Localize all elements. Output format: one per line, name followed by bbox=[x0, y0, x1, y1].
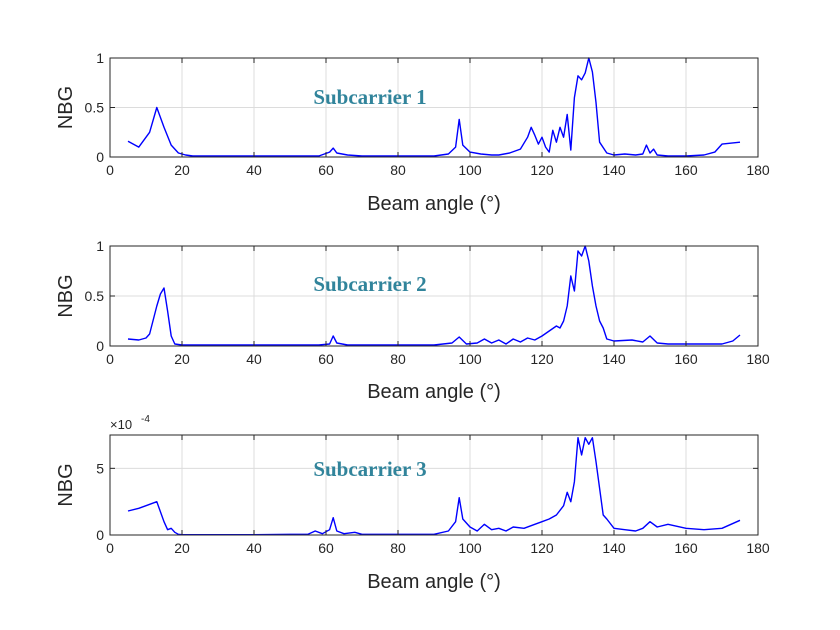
y-tick-label: 0 bbox=[96, 149, 104, 165]
x-tick-label: 140 bbox=[602, 351, 626, 367]
x-tick-label: 80 bbox=[390, 351, 406, 367]
subplot-1: 0 20 40 60 80 100 120 140 160 180 0 0.5 1 Beam angle … bbox=[55, 50, 770, 215]
x-tick-label: 140 bbox=[602, 540, 626, 556]
series-line bbox=[127, 437, 741, 536]
x-tick-label: 100 bbox=[458, 351, 482, 367]
x-tick-label: 20 bbox=[174, 162, 190, 178]
x-tick-label: 0 bbox=[106, 162, 114, 178]
x-tick-label: 40 bbox=[246, 351, 262, 367]
x-tick-label: 160 bbox=[674, 162, 698, 178]
subcarrier-annotation: Subcarrier 3 bbox=[313, 457, 426, 481]
x-axis-label: Beam angle (°) bbox=[367, 381, 501, 403]
y-axis-label: NBG bbox=[55, 86, 77, 129]
y-tick-label: 1 bbox=[96, 238, 104, 254]
y-tick-label: 5 bbox=[96, 460, 104, 476]
x-tick-label: 160 bbox=[674, 540, 698, 556]
x-tick-label: 20 bbox=[174, 540, 190, 556]
x-tick-label: 180 bbox=[746, 162, 770, 178]
x-axis-label: Beam angle (°) bbox=[367, 571, 501, 593]
x-tick-label: 60 bbox=[318, 162, 334, 178]
y-axis-label: NBG bbox=[55, 274, 77, 317]
x-tick-label: 80 bbox=[390, 540, 406, 556]
series-line bbox=[127, 245, 741, 346]
plot-area-frame bbox=[109, 434, 759, 536]
x-tick-label: 60 bbox=[318, 351, 334, 367]
x-tick-label: 0 bbox=[106, 540, 114, 556]
x-tick-label: 180 bbox=[746, 351, 770, 367]
x-tick-label: 0 bbox=[106, 351, 114, 367]
y-tick-label: 0 bbox=[96, 338, 104, 354]
y-tick-label: 0.5 bbox=[85, 100, 105, 116]
subplot-3: 0 20 40 60 80 100 120 140 160 180 0 5 ×10 -4 Beam angl… bbox=[55, 414, 770, 593]
x-axis-label: Beam angle (°) bbox=[367, 193, 501, 215]
x-tick-label: 80 bbox=[390, 162, 406, 178]
subplot-2: 0 20 40 60 80 100 120 140 160 180 0 0.5 1 Beam angle … bbox=[55, 238, 770, 403]
y-tick-label: 0 bbox=[96, 527, 104, 543]
y-tick-label: 1 bbox=[96, 50, 104, 66]
x-tick-label: 120 bbox=[530, 162, 554, 178]
x-tick-label: 180 bbox=[746, 540, 770, 556]
x-tick-label: 60 bbox=[318, 540, 334, 556]
y-axis-multiplier-exponent: -4 bbox=[141, 414, 150, 425]
x-tick-label: 100 bbox=[458, 162, 482, 178]
subcarrier-annotation: Subcarrier 1 bbox=[313, 85, 426, 109]
y-axis-label: NBG bbox=[55, 463, 77, 506]
x-tick-label: 40 bbox=[246, 540, 262, 556]
x-tick-label: 120 bbox=[530, 540, 554, 556]
x-tick-label: 120 bbox=[530, 351, 554, 367]
x-tick-label: 40 bbox=[246, 162, 262, 178]
subcarrier-annotation: Subcarrier 2 bbox=[313, 272, 426, 296]
y-axis-multiplier: ×10 bbox=[110, 417, 132, 432]
x-tick-label: 20 bbox=[174, 351, 190, 367]
x-tick-label: 160 bbox=[674, 351, 698, 367]
x-tick-label: 140 bbox=[602, 162, 626, 178]
x-tick-label: 100 bbox=[458, 540, 482, 556]
y-tick-label: 0.5 bbox=[85, 288, 105, 304]
